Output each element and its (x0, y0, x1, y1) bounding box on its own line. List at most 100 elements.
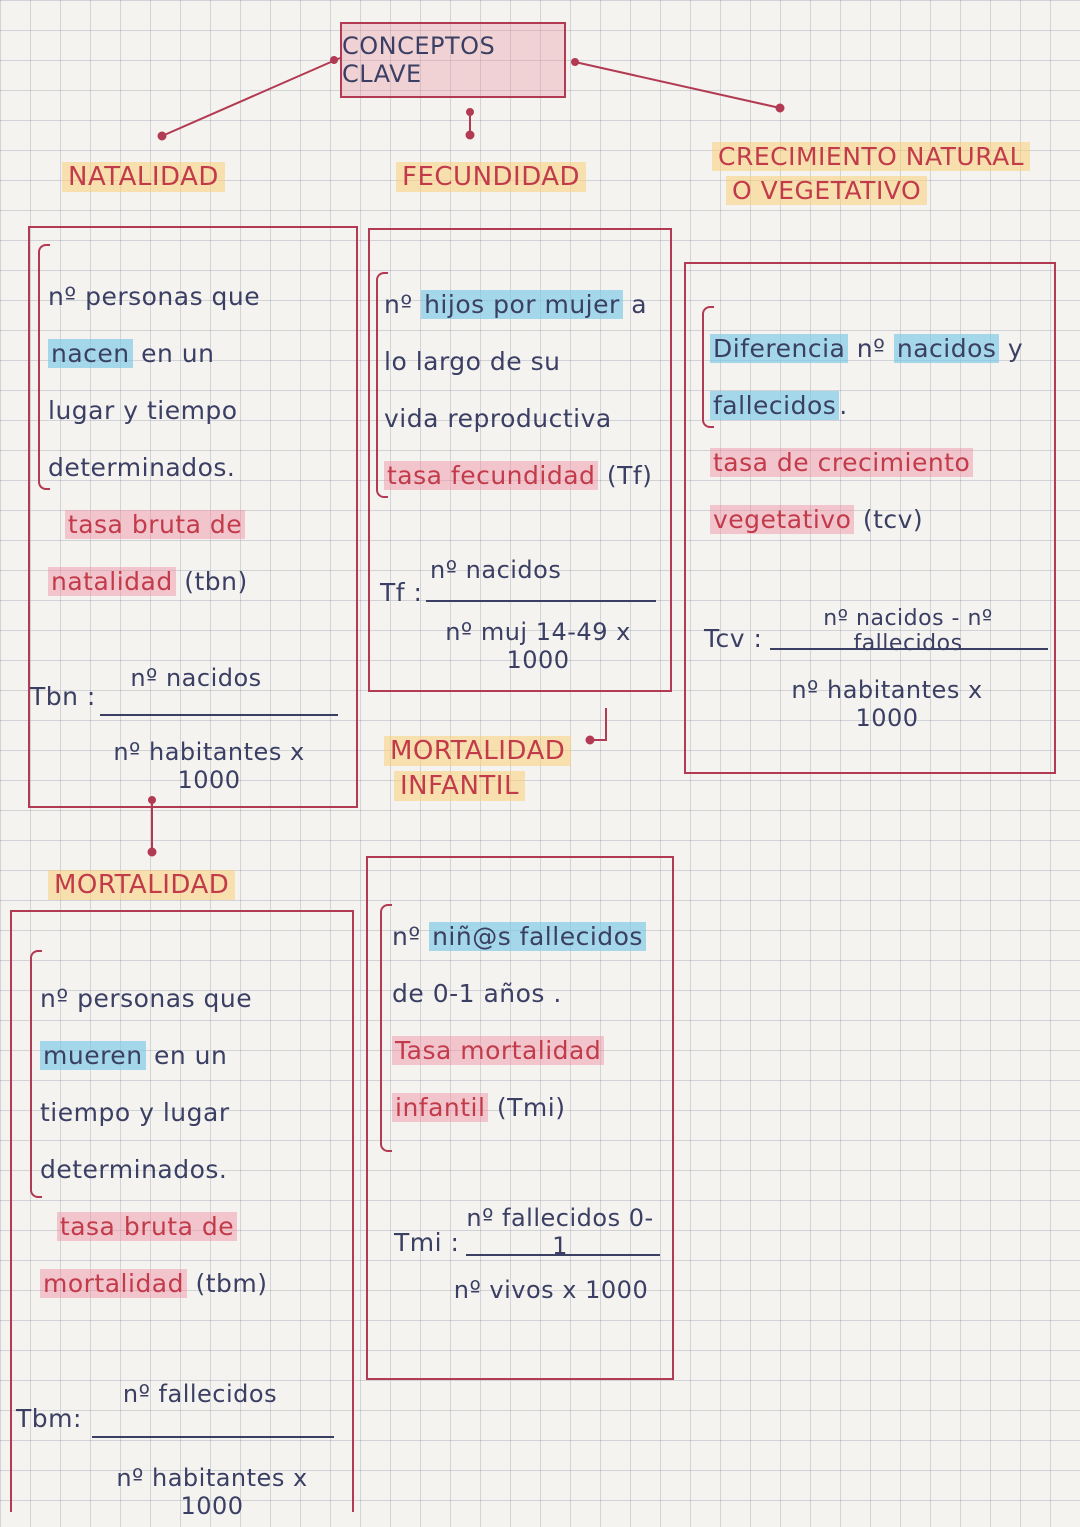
definition-text: determinados. (40, 1155, 228, 1184)
definition-text: lo largo de su (384, 347, 561, 376)
natalidad-brace (38, 244, 50, 490)
mortalidad-infantil-heading-line-2: INFANTIL (394, 771, 525, 802)
mortalidad-infantil-numerator: nº fallecidos 0-1 (466, 1204, 654, 1260)
title-box: CONCEPTOS CLAVE (340, 22, 566, 98)
definition-text: . (839, 391, 848, 420)
definition-line: determinados. (48, 439, 348, 496)
definition-line: tasa bruta de (40, 1198, 346, 1255)
fecundidad-box (368, 228, 672, 692)
mortalidad-infantil-box (366, 856, 674, 1380)
definition-line: nº hijos por mujer a (384, 276, 666, 333)
definition-line: mueren en un (40, 1027, 346, 1084)
definition-text: (tbn) (175, 567, 248, 596)
fecundidad-denominator: nº muj 14-49 x 1000 (445, 618, 631, 674)
definition-line: natalidad (tbn) (48, 553, 348, 610)
definition-text: determinados. (48, 453, 236, 482)
definition-line: lugar y tiempo (48, 382, 348, 439)
crecimiento-denominator: nº habitantes x 1000 (791, 676, 983, 732)
keyword-highlight: nacidos (893, 334, 1000, 363)
link-dot (465, 130, 475, 140)
definition-line: nacen en un (48, 325, 348, 382)
definition-text: nº (848, 334, 894, 363)
link-dot (571, 58, 579, 66)
fecundidad-heading: FECUNDIDAD (396, 160, 587, 195)
definition-text: en un (132, 339, 215, 368)
keyword-highlight: hijos por mujer (421, 290, 623, 319)
mortalidad-brace (30, 950, 42, 1198)
crecimiento-formula-label: Tcv : (704, 624, 763, 653)
keyword-highlight: fallecidos (710, 391, 840, 420)
definition-line: tasa bruta de (48, 496, 348, 553)
mortalidad-infantil-heading-line-1: MORTALIDAD (384, 736, 572, 766)
definition-line: nº niñ@s fallecidos (392, 908, 668, 965)
mortalidad-formula-label: Tbm: (16, 1404, 82, 1433)
link-dot (148, 796, 156, 804)
mortalidad-denominator: nº habitantes x 1000 (116, 1464, 308, 1520)
keyword-highlight: mueren (40, 1041, 146, 1070)
mortalidad-infantil-denominator: nº vivos x 1000 (453, 1276, 649, 1304)
definition-text: nº personas que (48, 282, 261, 311)
natalidad-formula-label: Tbn : (30, 682, 96, 711)
mortalidad-heading-text: MORTALIDAD (48, 870, 236, 900)
link-mortalidad-infantil (592, 708, 607, 741)
definition-line: nº personas que (48, 268, 348, 325)
mortalidad-infantil-formula-label: Tmi : (394, 1228, 460, 1257)
rate-name-highlight: infantil (392, 1093, 489, 1122)
link-dot (775, 103, 785, 113)
link-dot (157, 131, 167, 141)
definition-text: (tbm) (187, 1269, 268, 1298)
mortalidad-infantil-heading: MORTALIDAD INFANTIL (384, 734, 572, 804)
link-dot (330, 56, 338, 64)
definition-line: Diferencia nº nacidos y (710, 320, 1050, 377)
title-text: CONCEPTOS CLAVE (342, 32, 496, 88)
fecundidad-definition: nº hijos por mujer a lo largo de su vida r… (384, 276, 666, 504)
definition-text: tiempo y lugar (40, 1098, 230, 1127)
natalidad-box (28, 226, 358, 808)
definition-line: infantil (Tmi) (392, 1079, 668, 1136)
keyword-highlight: nacen (48, 339, 133, 368)
definition-line: tasa fecundidad (Tf) (384, 447, 666, 504)
definition-text: lugar y tiempo (48, 396, 238, 425)
definition-text: (Tf) (598, 461, 653, 490)
keyword-highlight: Diferencia (710, 334, 849, 363)
definition-text: a (622, 290, 648, 319)
definition-line: nº personas que (40, 970, 346, 1027)
fecundidad-formula-label: Tf : (380, 578, 423, 607)
mortalidad-box (10, 910, 354, 1512)
natalidad-denominator: nº habitantes x 1000 (113, 738, 305, 794)
definition-line: de 0-1 años . (392, 965, 668, 1022)
natalidad-heading: NATALIDAD (62, 160, 225, 195)
mortalidad-definition: nº personas que mueren en un tiempo y luga… (40, 970, 346, 1312)
definition-text: (Tmi) (488, 1093, 566, 1122)
definition-line: mortalidad (tbm) (40, 1255, 346, 1312)
rate-name-highlight: vegetativo (710, 505, 855, 534)
definition-line: Tasa mortalidad (392, 1022, 668, 1079)
rate-name-highlight: tasa de crecimiento (710, 448, 974, 477)
definition-text: y (999, 334, 1024, 363)
definition-line: fallecidos. (710, 377, 1050, 434)
definition-line: determinados. (40, 1141, 346, 1198)
natalidad-numerator: nº nacidos (130, 664, 262, 692)
crecimiento-heading: CRECIMIENTO NATURAL O VEGETATIVO (712, 140, 1031, 208)
definition-line: tiempo y lugar (40, 1084, 346, 1141)
fecundidad-numerator: nº nacidos (430, 556, 562, 584)
mortalidad-heading: MORTALIDAD (48, 868, 236, 903)
link-dot (147, 847, 157, 857)
crecimiento-numerator: nº nacidos - nº fallecidos (823, 606, 993, 656)
definition-line: lo largo de su (384, 333, 666, 390)
rate-name-highlight: mortalidad (40, 1269, 187, 1298)
crecimiento-fraction-line (770, 648, 1048, 650)
fecundidad-brace (376, 272, 388, 498)
natalidad-fraction-line (100, 714, 338, 716)
definition-text: de 0-1 años . (392, 979, 562, 1008)
crecimiento-heading-line-2: O VEGETATIVO (726, 175, 928, 205)
link-dot (585, 735, 595, 745)
mortalidad-fraction-line (92, 1436, 334, 1438)
definition-text (40, 1212, 57, 1241)
keyword-highlight: niñ@s fallecidos (429, 922, 646, 951)
crecimiento-heading-line-1: CRECIMIENTO NATURAL (712, 142, 1031, 171)
link-natalidad (161, 57, 341, 137)
natalidad-heading-text: NATALIDAD (62, 162, 225, 192)
natalidad-definition: nº personas que nacen en un lugar y tiempo… (48, 268, 348, 610)
